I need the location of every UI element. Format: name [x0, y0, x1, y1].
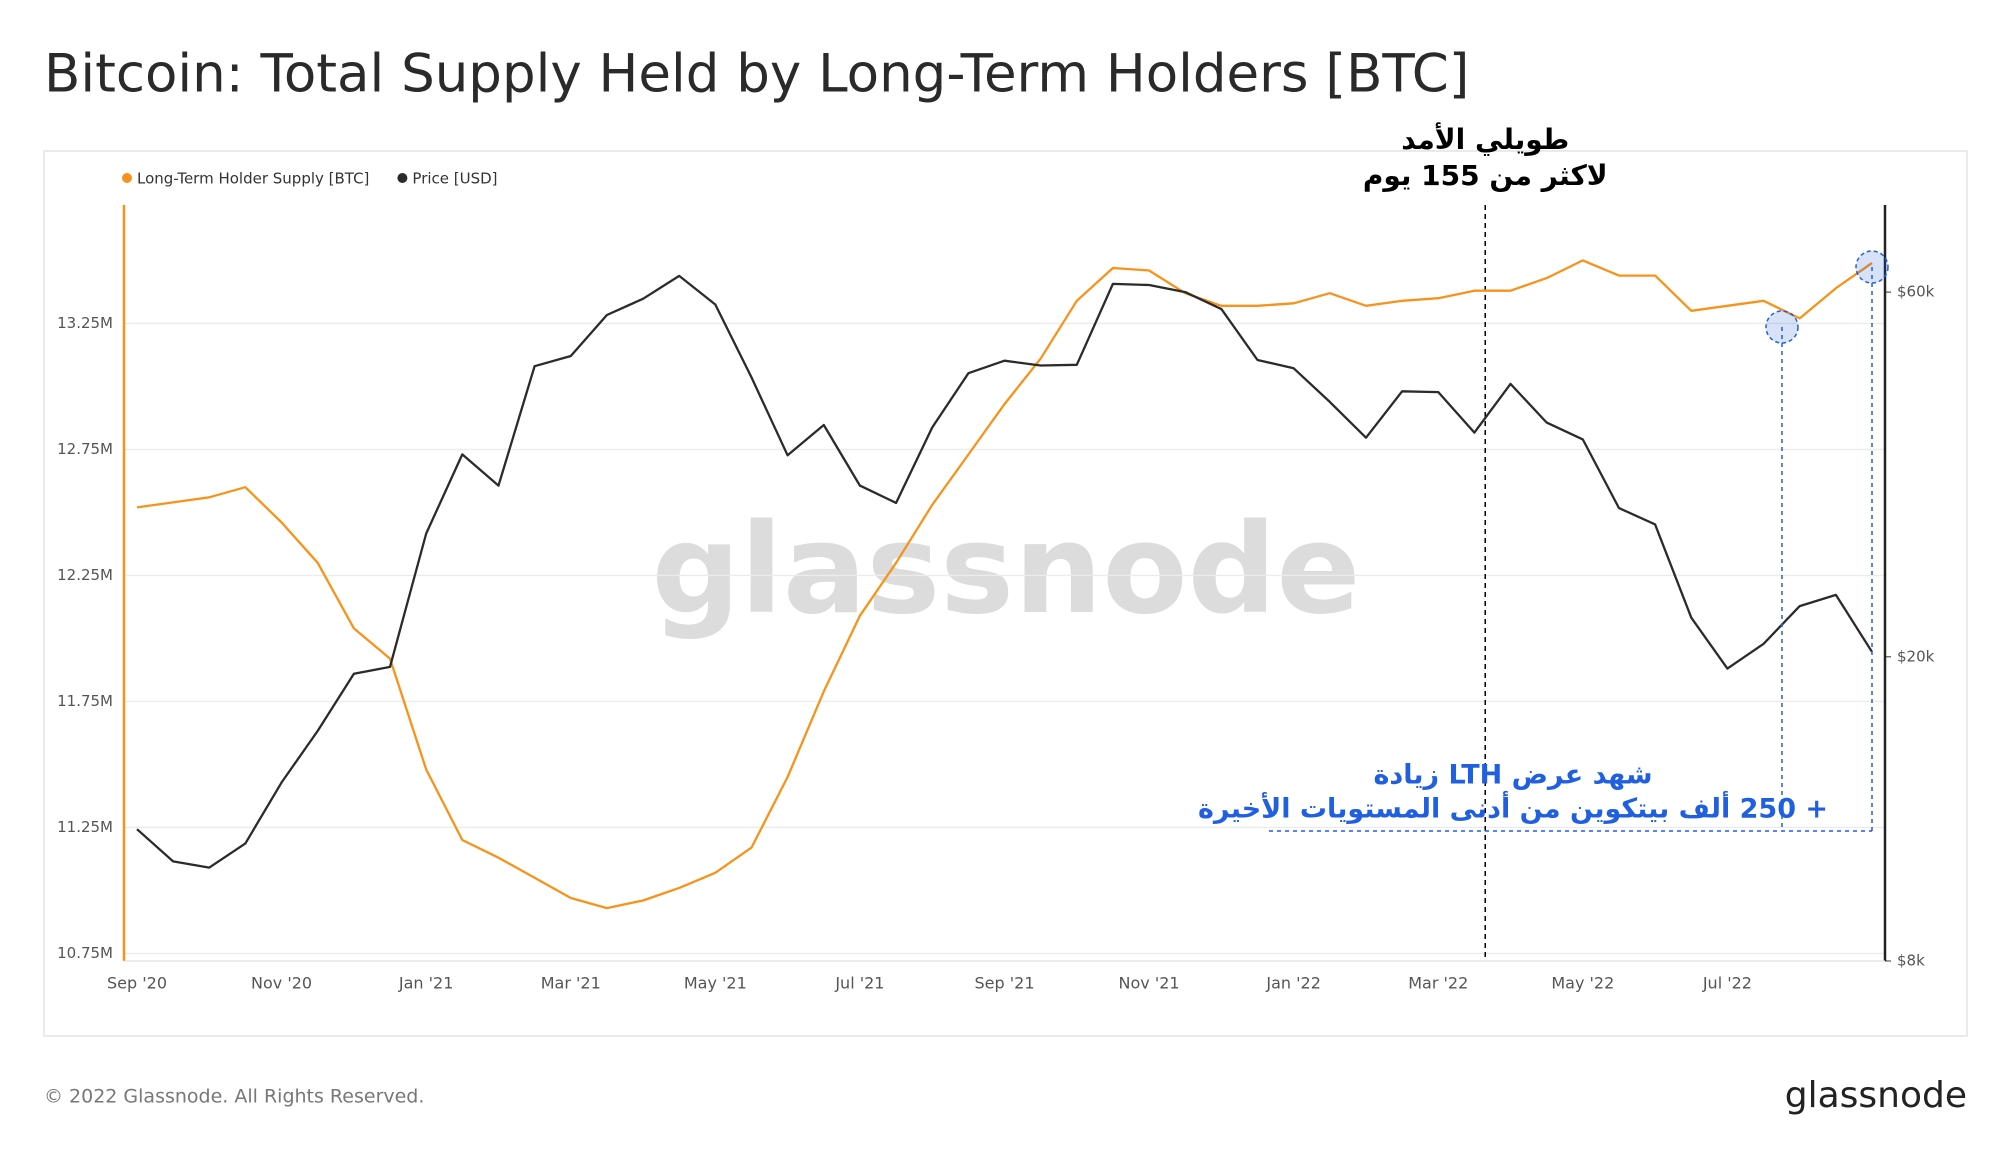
legend-dot [122, 173, 132, 183]
x-tick-label: Nov '20 [251, 974, 312, 993]
x-tick-label: Mar '21 [541, 974, 601, 993]
y2-tick-label: $20k [1897, 647, 1935, 665]
x-tick-label: Jul '21 [834, 974, 884, 993]
x-tick-label: May '22 [1551, 974, 1614, 993]
y-tick-label: 11.75M [57, 692, 113, 710]
series-line [136, 259, 1873, 910]
x-tick-label: Jul '22 [1702, 974, 1752, 993]
x-tick-label: Jan '21 [398, 974, 454, 993]
y-tick-label: 13.25M [57, 314, 113, 332]
x-tick-label: May '21 [684, 974, 747, 993]
x-tick-label: Sep '20 [107, 974, 167, 993]
annotation-text: شهد عرض LTH زيادة [1373, 760, 1652, 791]
y-tick-label: 12.25M [57, 566, 113, 584]
annotation-text: لاكثر من 155 يوم [1363, 159, 1608, 192]
y-tick-label: 10.75M [57, 944, 113, 962]
chart-title: Bitcoin: Total Supply Held by Long-Term … [44, 44, 1469, 105]
highlight-circle [1855, 250, 1889, 284]
legend-label: Long-Term Holder Supply [BTC] [137, 170, 369, 188]
annotation-text: طويلي الأمد [1401, 122, 1569, 156]
x-tick-label: Sep '21 [975, 974, 1035, 993]
watermark: glassnode [652, 498, 1361, 642]
x-tick-label: Mar '22 [1408, 974, 1468, 993]
logo: glassnode [1785, 1075, 1967, 1116]
y-tick-label: 11.25M [57, 818, 113, 836]
x-tick-label: Nov '21 [1119, 974, 1180, 993]
footer: © 2022 Glassnode. All Rights Reserved. [44, 1086, 424, 1108]
y2-tick-label: $8k [1897, 952, 1925, 970]
chart-frame [43, 150, 1968, 1037]
legend-dot [397, 173, 408, 183]
highlight-circle [1765, 310, 1799, 344]
y-tick-label: 12.75M [57, 440, 113, 458]
series-line [136, 274, 1873, 869]
annotation-text: + 250 ألف بيتكوين من أدنى المستويات الأخ… [1198, 791, 1828, 825]
legend-label: Price [USD] [412, 170, 497, 188]
y2-tick-label: $60k [1897, 283, 1935, 301]
x-tick-label: Jan '22 [1265, 974, 1321, 993]
